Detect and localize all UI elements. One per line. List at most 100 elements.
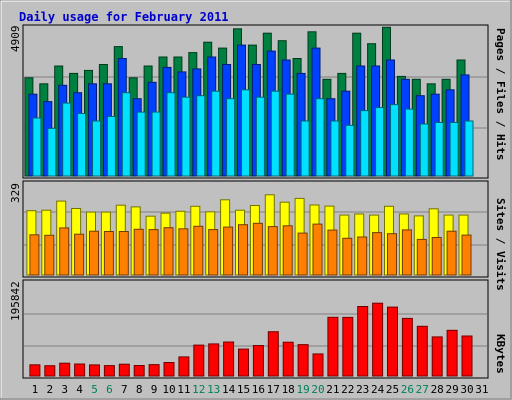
bar-visits-sites-day-8 (133, 228, 144, 276)
bar-kbytes-kbytes-day-3 (59, 362, 71, 377)
bar-visits-sites-day-1 (29, 234, 40, 276)
x-tick-label-30: 30 (460, 383, 473, 396)
bar-hits-pages-day-24 (375, 107, 385, 177)
bar-hits-pages-day-13 (211, 90, 221, 177)
bar-hits-pages-day-15 (241, 89, 250, 177)
x-tick-label-17: 17 (267, 383, 280, 396)
x-tick-label-14: 14 (222, 383, 236, 396)
panel-kbytes-legend: KBytes (494, 334, 507, 374)
x-tick-label-1: 1 (32, 383, 39, 396)
bar-hits-pages-day-17 (270, 90, 280, 177)
x-tick-label-29: 29 (445, 383, 458, 396)
x-tick-label-23: 23 (356, 383, 369, 396)
bar-hits-pages-day-14 (226, 98, 236, 177)
bars-layer (24, 26, 474, 377)
x-tick-label-21: 21 (326, 383, 339, 396)
bar-hits-pages-day-9 (151, 111, 161, 177)
bar-visits-sites-day-2 (44, 234, 55, 276)
bar-visits-sites-day-3 (59, 227, 70, 276)
bar-hits-pages-day-6 (106, 116, 116, 177)
bar-visits-sites-day-20 (312, 223, 323, 276)
bar-visits-sites-day-23 (357, 236, 368, 276)
x-tick-label-27: 27 (416, 383, 429, 396)
x-tick-label-13: 13 (207, 383, 220, 396)
bar-hits-pages-day-26 (404, 108, 414, 177)
bar-visits-sites-day-29 (446, 230, 457, 276)
legend-visits: Visits (494, 251, 507, 291)
bar-kbytes-kbytes-day-8 (133, 365, 145, 377)
bar-visits-sites-day-14 (223, 226, 234, 276)
legend-sites: Sites (494, 198, 507, 231)
bar-kbytes-kbytes-day-2 (44, 365, 56, 377)
bar-visits-sites-day-4 (74, 233, 85, 276)
bar-visits-sites-day-25 (387, 233, 397, 276)
x-tick-label-22: 22 (341, 383, 354, 396)
bar-hits-pages-day-5 (92, 120, 101, 177)
x-tick-label-19: 19 (296, 383, 309, 396)
panel-hits-max-label: 4909 (9, 26, 22, 53)
bar-hits-pages-day-20 (315, 98, 325, 177)
bar-kbytes-kbytes-day-18 (282, 341, 294, 377)
bar-visits-sites-day-10 (163, 227, 174, 276)
x-tick-label-8: 8 (136, 383, 143, 396)
bar-visits-sites-day-28 (431, 237, 442, 276)
bar-hits-pages-day-16 (255, 96, 265, 177)
x-tick-label-15: 15 (237, 383, 250, 396)
bar-kbytes-kbytes-day-5 (89, 364, 100, 377)
bar-visits-sites-day-11 (178, 228, 189, 276)
bar-hits-pages-day-10 (166, 92, 176, 177)
legend-sep-2: / (494, 114, 507, 134)
bar-kbytes-kbytes-day-25 (387, 306, 398, 377)
panel-kbytes-max-label: 195842 (9, 281, 22, 321)
bar-hits-pages-day-22 (345, 124, 355, 177)
bar-kbytes-kbytes-day-13 (208, 343, 220, 377)
bar-visits-sites-day-19 (297, 232, 308, 276)
x-tick-label-16: 16 (252, 383, 265, 396)
bar-hits-pages-day-27 (419, 123, 429, 177)
x-tick-label-5: 5 (91, 383, 98, 396)
x-tick-label-11: 11 (177, 383, 190, 396)
bar-visits-sites-day-12 (193, 225, 204, 276)
bar-kbytes-kbytes-day-10 (163, 362, 175, 377)
bar-kbytes-kbytes-day-29 (446, 329, 458, 377)
bar-visits-sites-day-22 (342, 237, 353, 276)
bar-hits-pages-day-19 (300, 120, 310, 177)
bar-visits-sites-day-6 (103, 231, 114, 276)
bar-kbytes-kbytes-day-14 (223, 341, 235, 377)
bar-kbytes-kbytes-day-9 (148, 364, 160, 377)
panel-visits-max-label: 329 (9, 183, 22, 203)
bar-visits-sites-day-15 (238, 224, 248, 276)
x-tick-label-12: 12 (192, 383, 205, 396)
bar-kbytes-kbytes-day-15 (238, 348, 249, 377)
bar-kbytes-kbytes-day-21 (327, 316, 339, 377)
bar-hits-pages-day-3 (62, 102, 72, 177)
bar-kbytes-kbytes-day-6 (103, 365, 115, 377)
bar-visits-sites-day-5 (89, 230, 99, 276)
x-tick-label-3: 3 (61, 383, 68, 396)
x-tick-label-7: 7 (121, 383, 128, 396)
x-tick-label-4: 4 (76, 383, 83, 396)
bar-hits-pages-day-11 (181, 96, 191, 177)
x-tick-label-25: 25 (386, 383, 399, 396)
bar-kbytes-kbytes-day-27 (416, 325, 428, 377)
bar-hits-pages-day-2 (47, 127, 57, 177)
legend-files: Files (494, 81, 507, 114)
legend-kbytes: KBytes (494, 334, 507, 374)
bar-kbytes-kbytes-day-11 (178, 356, 190, 377)
x-tick-label-31: 31 (475, 383, 488, 396)
legend-sep-3: / (494, 231, 507, 251)
x-tick-label-24: 24 (371, 383, 385, 396)
bar-visits-sites-day-18 (282, 225, 293, 276)
bar-kbytes-kbytes-day-19 (297, 344, 309, 377)
bar-hits-pages-day-7 (121, 92, 131, 177)
legend-sep-1: / (494, 61, 507, 81)
bar-kbytes-kbytes-day-17 (267, 331, 279, 377)
x-tick-labels: 1 2 3 4 5 6 7 8 9 10 11 12 13 14 15 16 17 18 19 20 21 22 23 24 2… (32, 383, 489, 396)
bar-visits-sites-day-26 (401, 229, 412, 276)
bar-hits-pages-day-21 (330, 120, 340, 177)
bar-hits-pages-day-28 (434, 122, 444, 177)
bar-visits-sites-day-24 (372, 232, 383, 276)
x-tick-label-9: 9 (151, 383, 158, 396)
